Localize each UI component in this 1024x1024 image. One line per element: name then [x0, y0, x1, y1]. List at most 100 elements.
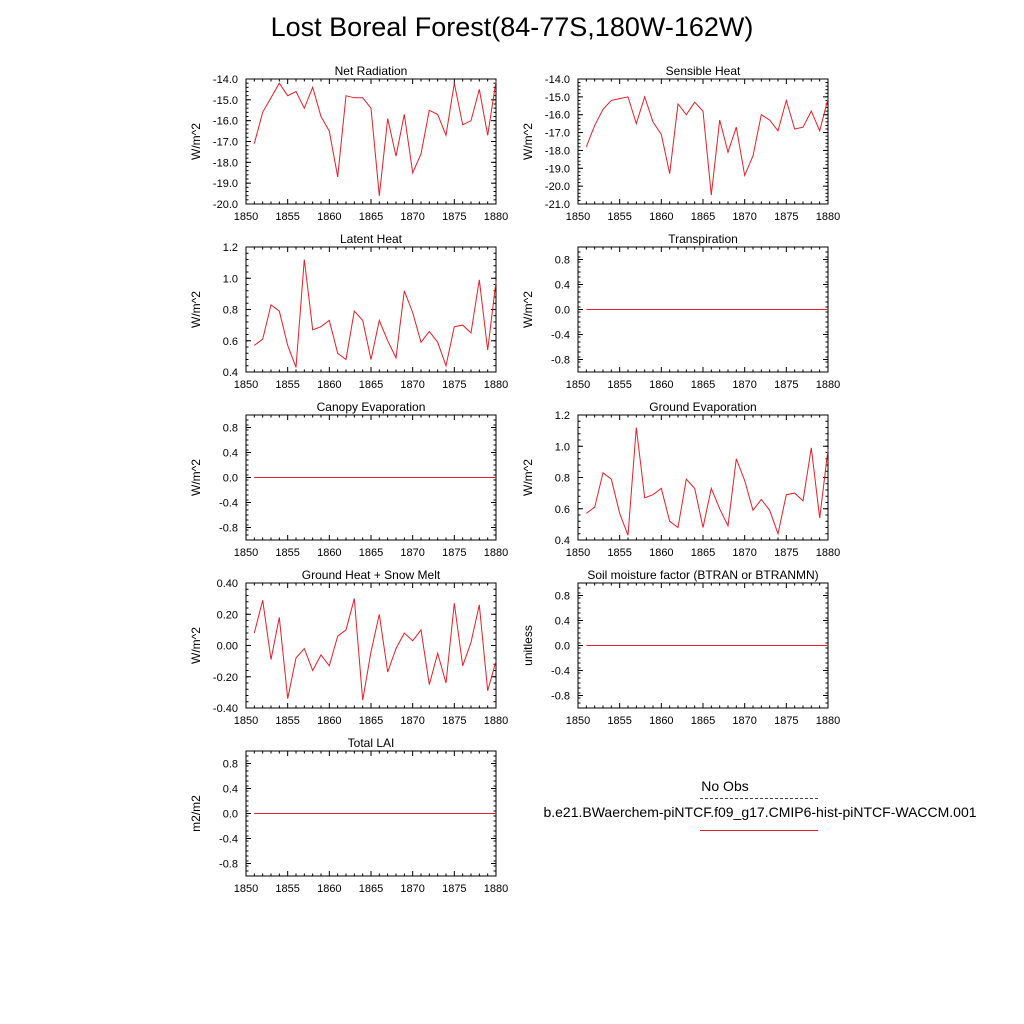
- y-tick-label: 0.0: [223, 809, 238, 821]
- x-tick-label: 1880: [484, 547, 508, 559]
- series-line: [254, 259, 497, 368]
- y-tick-label: 1.0: [555, 441, 570, 453]
- chart-panel-2: Sensible Heat W/m^2 1850 1855 1860 1865 1870 18…: [521, 64, 840, 223]
- series-line: [585, 95, 829, 196]
- x-tick-label: 1860: [649, 715, 673, 727]
- y-tick-label: 0.0: [223, 473, 238, 485]
- x-tick-label: 1860: [649, 379, 673, 391]
- panel-title: Net Radiation: [335, 64, 408, 78]
- x-tick-label: 1865: [691, 715, 715, 727]
- y-tick-label: -16.0: [213, 116, 238, 128]
- y-tick-label: 0.8: [555, 473, 570, 485]
- y-tick-label: 0.00: [217, 641, 238, 653]
- y-axis-label: W/m^2: [521, 123, 535, 160]
- y-tick-label: 0.8: [223, 759, 238, 771]
- plot-frame: [245, 78, 497, 205]
- y-tick-label: -0.8: [551, 691, 570, 703]
- y-tick-label: 0.40: [217, 578, 238, 590]
- x-tick-label: 1875: [442, 883, 466, 895]
- x-tick-label: 1850: [566, 379, 590, 391]
- y-tick-label: 0.4: [223, 367, 238, 379]
- x-tick-label: 1855: [607, 379, 631, 391]
- x-tick-label: 1865: [359, 883, 383, 895]
- panel-title: Ground Evaporation: [649, 400, 756, 414]
- y-tick-label: 1.2: [555, 410, 570, 422]
- y-tick-label: -15.0: [213, 95, 238, 107]
- y-tick-label: 0.8: [223, 305, 238, 317]
- x-tick-label: 1850: [566, 715, 590, 727]
- x-tick-label: 1875: [774, 715, 798, 727]
- y-axis-label: W/m^2: [189, 291, 203, 328]
- y-tick-label: 0.8: [223, 423, 238, 435]
- plot-frame: [245, 246, 497, 373]
- panel-title: Transpiration: [668, 232, 738, 246]
- y-tick-label: 0.4: [555, 280, 570, 292]
- y-axis-label: W/m^2: [189, 123, 203, 160]
- x-tick-label: 1865: [691, 547, 715, 559]
- legend-run-label: b.e21.BWaerchem-piNTCF.f09_g17.CMIP6-his…: [543, 804, 977, 820]
- x-tick-label: 1860: [317, 211, 341, 223]
- x-tick-label: 1875: [442, 547, 466, 559]
- series-line: [253, 81, 497, 196]
- y-tick-label: 1.0: [223, 273, 238, 285]
- x-tick-label: 1870: [732, 211, 756, 223]
- x-tick-label: 1875: [774, 547, 798, 559]
- y-tick-label: 0.20: [217, 609, 238, 621]
- x-tick-label: 1870: [400, 211, 424, 223]
- x-tick-label: 1860: [317, 379, 341, 391]
- series-line: [253, 598, 497, 701]
- y-tick-label: -0.4: [219, 498, 238, 510]
- x-tick-label: 1850: [234, 883, 258, 895]
- legend-run-swatch: [700, 830, 818, 831]
- y-tick-label: 0.4: [555, 616, 570, 628]
- x-tick-label: 1855: [275, 883, 299, 895]
- chart-panel-5: Canopy Evaporation W/m^2 1850 1855 1860 1865 1…: [189, 400, 508, 559]
- x-tick-label: 1870: [732, 547, 756, 559]
- y-axis-label: W/m^2: [189, 459, 203, 496]
- x-tick-label: 1855: [607, 211, 631, 223]
- x-tick-label: 1880: [484, 715, 508, 727]
- x-tick-label: 1860: [317, 547, 341, 559]
- series-line: [586, 427, 829, 536]
- x-tick-label: 1870: [400, 547, 424, 559]
- x-tick-label: 1850: [234, 211, 258, 223]
- x-tick-label: 1865: [359, 379, 383, 391]
- y-tick-label: -16.0: [545, 110, 570, 122]
- chart-panel-4: Transpiration W/m^2 1850 1855 1860 1865 1870 18…: [521, 232, 840, 391]
- plot-frame: [245, 582, 497, 709]
- x-tick-label: 1875: [442, 379, 466, 391]
- y-tick-label: 0.0: [555, 641, 570, 653]
- x-tick-label: 1850: [566, 547, 590, 559]
- chart-panel-7: Ground Heat + Snow Melt W/m^2 1850 1855 1860…: [189, 568, 508, 727]
- y-tick-label: -17.0: [545, 128, 570, 140]
- y-axis-label: W/m^2: [521, 459, 535, 496]
- plot-frame: [577, 414, 829, 541]
- y-tick-label: -0.20: [213, 672, 238, 684]
- y-tick-label: 1.2: [223, 242, 238, 254]
- y-tick-label: -0.4: [219, 834, 238, 846]
- chart-panel-1: Net Radiation W/m^2 1850 1855 1860 1865 1870 18…: [189, 64, 508, 223]
- x-tick-label: 1860: [649, 547, 673, 559]
- y-tick-label: -18.0: [545, 145, 570, 157]
- chart-panel-6: Ground Evaporation W/m^2 1850 1855 1860 1865 1…: [521, 400, 840, 559]
- y-tick-label: 0.8: [555, 255, 570, 267]
- y-tick-label: 0.8: [555, 591, 570, 603]
- y-tick-label: -19.0: [213, 178, 238, 190]
- x-tick-label: 1850: [234, 715, 258, 727]
- x-tick-label: 1865: [691, 379, 715, 391]
- x-tick-label: 1880: [816, 211, 840, 223]
- y-tick-label: 0.4: [555, 535, 570, 547]
- x-tick-label: 1855: [275, 547, 299, 559]
- x-tick-label: 1860: [317, 883, 341, 895]
- x-tick-label: 1855: [607, 715, 631, 727]
- x-tick-label: 1880: [484, 883, 508, 895]
- x-tick-label: 1850: [234, 547, 258, 559]
- panel-title: Latent Heat: [340, 232, 403, 246]
- x-tick-label: 1850: [234, 379, 258, 391]
- x-tick-label: 1865: [691, 211, 715, 223]
- y-axis-label: W/m^2: [189, 627, 203, 664]
- y-tick-label: -20.0: [213, 199, 238, 211]
- x-tick-label: 1880: [484, 379, 508, 391]
- x-tick-label: 1860: [649, 211, 673, 223]
